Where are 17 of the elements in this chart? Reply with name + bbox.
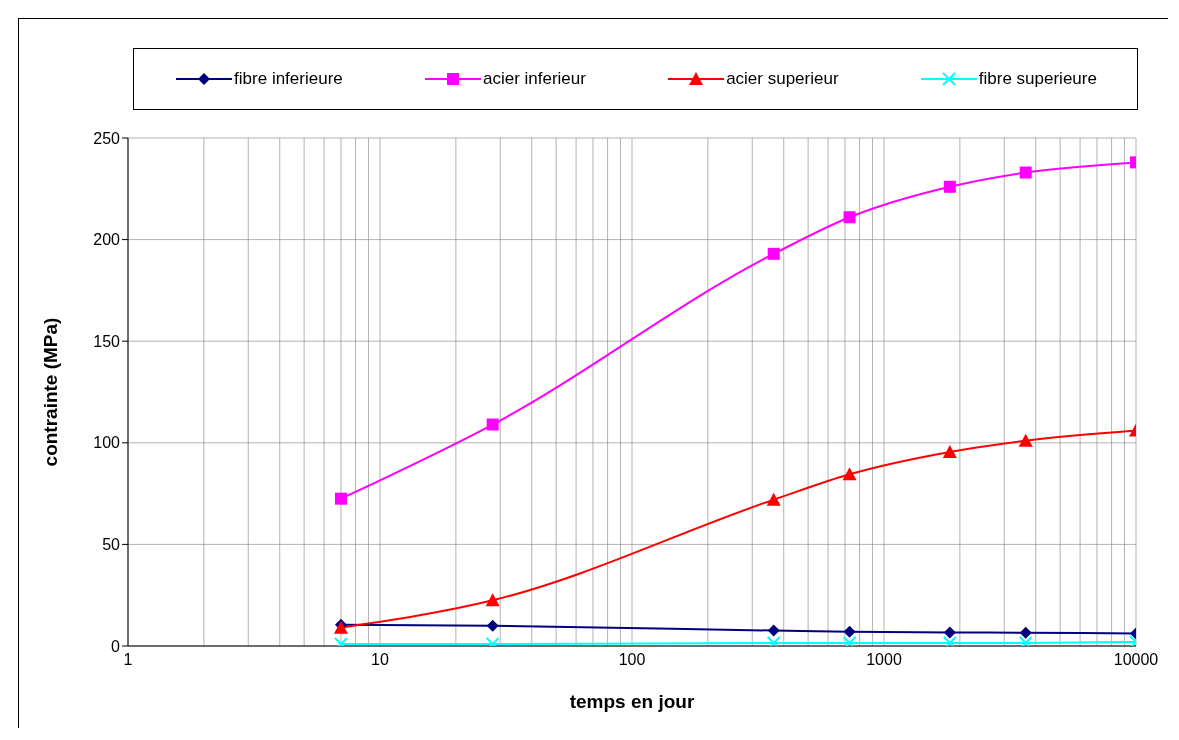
legend-label: fibre superieure — [978, 69, 1097, 89]
legend-label: acier inferieur — [482, 69, 586, 89]
y-tick-label: 150 — [93, 332, 121, 350]
y-tick-label: 200 — [93, 231, 121, 249]
x-tick-label: 1000 — [866, 651, 902, 669]
y-tick-label: 100 — [93, 434, 121, 452]
x-tick-label: 1 — [123, 651, 133, 669]
y-tick-label: 0 — [111, 637, 121, 655]
legend-label: fibre inferieure — [234, 69, 343, 89]
y-tick-label: 250 — [93, 129, 121, 147]
x-axis-title: temps en jour — [569, 691, 695, 712]
x-tick-label: 10000 — [1113, 651, 1159, 669]
y-axis-title: contrainte (MPa) — [39, 317, 61, 467]
x-tick-label: 10 — [371, 651, 389, 669]
legend-label: acier superieur — [726, 69, 839, 89]
y-tick-label: 50 — [102, 536, 121, 554]
x-tick-label: 100 — [618, 651, 646, 669]
